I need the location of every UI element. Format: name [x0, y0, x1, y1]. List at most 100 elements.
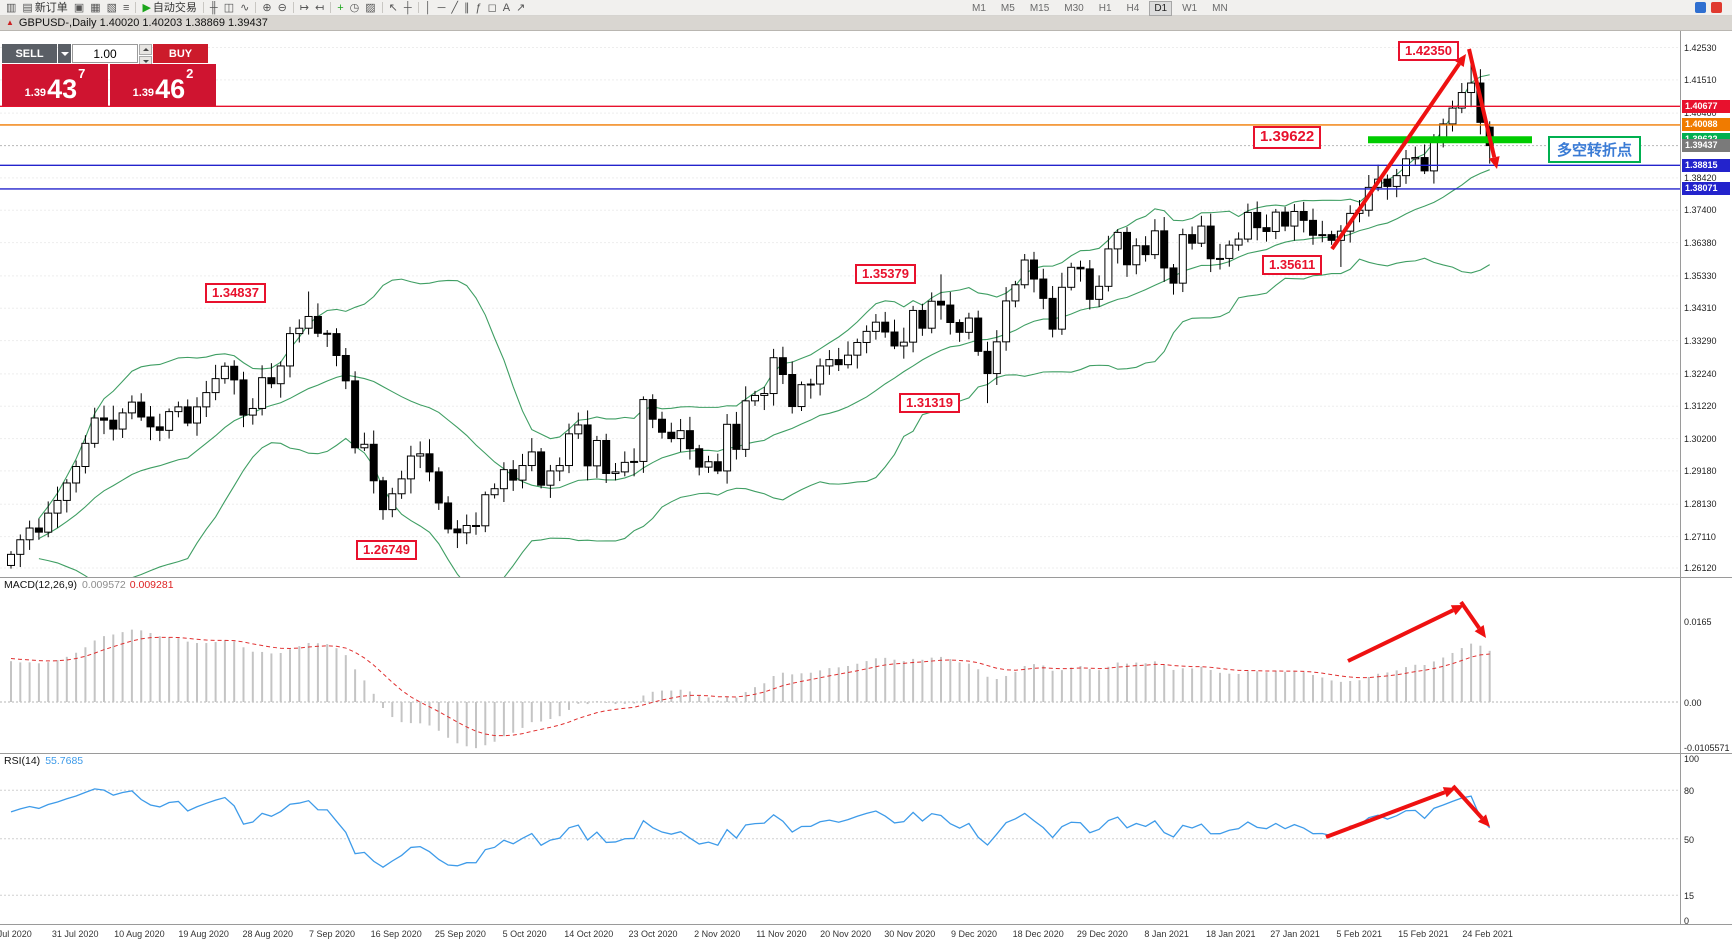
- timeframe-M5[interactable]: M5: [1000, 3, 1015, 14]
- chart-title: GBPUSD-,Daily 1.40020 1.40203 1.38869 1.…: [18, 17, 268, 29]
- price-tag: 1.40088: [1682, 118, 1730, 132]
- text-icon[interactable]: A: [500, 1, 513, 15]
- trendline-icon[interactable]: ╱: [448, 1, 461, 15]
- turning-point-label: 多空转折点: [1548, 136, 1642, 163]
- indicators-add-icon[interactable]: +: [334, 1, 346, 15]
- price-callout: 1.42350: [1398, 41, 1459, 62]
- volume-stepper[interactable]: [139, 44, 152, 67]
- macd-axis-label: 0.0165: [1684, 617, 1712, 628]
- new-order-button[interactable]: ▤ 新订单: [19, 1, 70, 15]
- macd-axis-label: -0.0105571: [1684, 743, 1730, 753]
- price-axis-label: 1.36380: [1684, 237, 1717, 248]
- line-chart-icon: ∿: [240, 1, 250, 14]
- market-watch-icon[interactable]: ≡: [120, 1, 132, 15]
- zoom-in-icon[interactable]: ⊕: [259, 1, 274, 15]
- macd-axis-label: 0.00: [1684, 698, 1702, 708]
- order-type-dropdown[interactable]: [58, 44, 71, 63]
- arrows-icon[interactable]: ↗: [513, 1, 528, 15]
- ask-prefix: 1.39: [132, 87, 155, 99]
- chart-window-icon[interactable]: ▣: [71, 1, 87, 15]
- toolbar-separator: [330, 2, 332, 13]
- buy-price-button[interactable]: 1.39 46 2: [110, 64, 216, 106]
- timeframe-H1[interactable]: H1: [1098, 3, 1112, 14]
- price-chart[interactable]: [0, 31, 1680, 577]
- price-axis-label: 1.35330: [1684, 270, 1717, 281]
- toolbar-separator: [417, 2, 419, 13]
- profiles-icon[interactable]: ▧: [104, 1, 120, 15]
- time-axis[interactable]: 2 Jul 2020 31 Jul 2020 10 Aug 2020 19 Aug 2…: [0, 927, 1680, 941]
- rsi-chart[interactable]: [0, 753, 1680, 924]
- layout-status-icon[interactable]: [1695, 2, 1706, 13]
- auto-scroll-icon: ↦: [299, 1, 309, 14]
- toolbar-separator: [381, 2, 383, 13]
- new-chart-icon[interactable]: ▥: [3, 1, 19, 15]
- date-label: 19 Aug 2020: [178, 929, 229, 939]
- shapes-icon: ◻: [487, 1, 497, 14]
- timeframe-M1[interactable]: M1: [972, 3, 986, 14]
- ask-pipette: 2: [186, 66, 194, 81]
- auto-scroll-icon[interactable]: ↦: [297, 1, 312, 15]
- zoom-out-icon[interactable]: ⊖: [275, 1, 290, 15]
- timeframe-MN[interactable]: MN: [1212, 3, 1228, 14]
- timeframe-H4[interactable]: H4: [1126, 3, 1140, 14]
- top-toolbar: ▥ ▤ 新订单 ▣ ▦ ▧ ≡ ▶ 自动交易 ╫ ◫ ∿ ⊕ ⊖ ↦ ↤ + ◷ ▨ ↖ ┼ │ ─ ╱ ∥ ƒ ◻ A ↗ M1 M5 M…: [0, 0, 1732, 16]
- sell-price-button[interactable]: 1.39 43 7: [2, 64, 108, 106]
- chart-area[interactable]: 1.42530 1.41510 1.40460 1.38420 1.37400 1.363…: [0, 31, 1732, 939]
- date-label: 18 Jan 2021: [1206, 929, 1256, 939]
- panel-separator[interactable]: [0, 753, 1732, 754]
- templates-icon[interactable]: ▨: [362, 1, 378, 15]
- chart-window-icon: ▣: [73, 1, 85, 14]
- volume-input[interactable]: [72, 44, 138, 63]
- crosshair-icon: ┼: [403, 1, 412, 14]
- timeframe-D1[interactable]: D1: [1149, 1, 1173, 16]
- price-axis-label: 1.32240: [1684, 368, 1717, 379]
- date-label: 7 Sep 2020: [308, 929, 356, 939]
- chart-shift-icon[interactable]: ↤: [312, 1, 327, 15]
- horizontal-line-icon[interactable]: ─: [435, 1, 449, 15]
- date-label: 30 Nov 2020: [884, 929, 936, 939]
- fibonacci-icon[interactable]: ƒ: [472, 1, 484, 15]
- sell-label-button[interactable]: SELL: [2, 44, 57, 63]
- macd-chart[interactable]: [0, 577, 1680, 753]
- price-axis-label: 1.33290: [1684, 335, 1717, 346]
- panel-separator[interactable]: [0, 577, 1732, 578]
- rsi-axis-label: 50: [1684, 834, 1695, 845]
- price-tag: 1.39437: [1682, 139, 1730, 153]
- timeframe-M30[interactable]: M30: [1064, 3, 1084, 14]
- zoom-out-icon: ⊖: [277, 1, 287, 14]
- periods-icon[interactable]: ◷: [347, 1, 363, 15]
- ask-big-digits: 46: [155, 74, 186, 104]
- fibonacci-icon: ƒ: [475, 1, 482, 14]
- volume-up-icon[interactable]: [139, 44, 152, 55]
- date-label: 2 Jul 2020: [0, 929, 32, 939]
- price-tag: 1.40677: [1682, 99, 1730, 113]
- periods-icon: ◷: [349, 1, 360, 14]
- shapes-icon[interactable]: ◻: [485, 1, 500, 15]
- channel-icon[interactable]: ∥: [461, 1, 473, 15]
- candlestick-icon[interactable]: ◫: [221, 1, 237, 15]
- timeframe-M15[interactable]: M15: [1029, 3, 1050, 14]
- vertical-line-icon[interactable]: │: [422, 1, 435, 15]
- symbol-bar: ▲ GBPUSD-,Daily 1.40020 1.40203 1.38869 …: [0, 16, 1732, 31]
- price-callout: 1.31319: [899, 393, 960, 414]
- bar-chart-icon[interactable]: ╫: [207, 1, 221, 15]
- tile-windows-icon[interactable]: ▦: [87, 1, 103, 15]
- crosshair-icon[interactable]: ┼: [401, 1, 415, 15]
- autotrading-button-label: 自动交易: [152, 1, 197, 14]
- autotrading-button[interactable]: ▶ 自动交易: [139, 1, 199, 15]
- bar-chart-icon: ╫: [209, 1, 218, 14]
- cursor-icon[interactable]: ↖: [386, 1, 401, 15]
- alert-status-icon[interactable]: [1711, 2, 1722, 13]
- price-axis-border: [1680, 31, 1681, 924]
- timeframe-W1[interactable]: W1: [1182, 3, 1198, 14]
- date-label: 18 Dec 2020: [1012, 929, 1064, 939]
- date-label: 20 Nov 2020: [820, 929, 872, 939]
- line-chart-icon[interactable]: ∿: [237, 1, 252, 15]
- date-label: 23 Oct 2020: [628, 929, 678, 939]
- rsi-value: 55.7685: [45, 755, 84, 767]
- price-tag: 1.38815: [1682, 158, 1730, 172]
- rsi-axis-label: 0: [1684, 915, 1690, 926]
- date-label: 9 Dec 2020: [950, 929, 998, 939]
- date-label: 24 Feb 2021: [1462, 929, 1513, 939]
- buy-label-button[interactable]: BUY: [153, 44, 208, 63]
